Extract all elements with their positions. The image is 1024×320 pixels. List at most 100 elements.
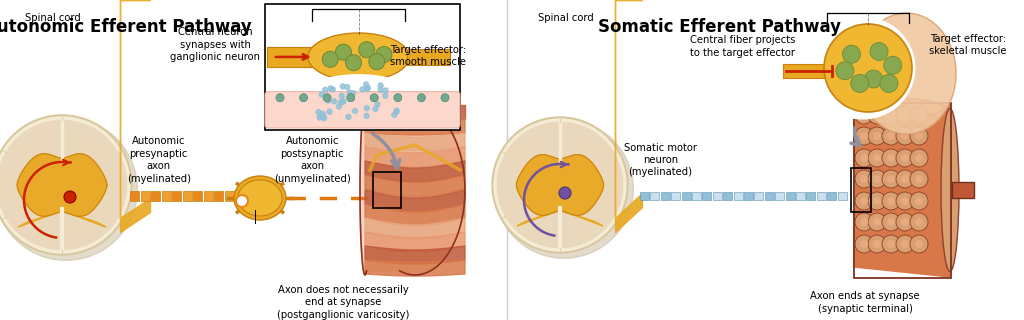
Circle shape [901,132,909,140]
Circle shape [915,175,923,183]
Polygon shape [365,246,465,264]
Polygon shape [365,161,465,182]
Bar [182,191,191,201]
Circle shape [880,74,898,92]
Bar [408,49,451,65]
Circle shape [317,115,323,120]
Circle shape [882,106,900,124]
Circle shape [887,154,895,162]
Text: Target effector:
smooth muscle: Target effector: smooth muscle [390,45,466,67]
Bar [796,192,805,200]
Text: Spinal cord: Spinal cord [26,12,81,23]
Circle shape [873,175,881,183]
Polygon shape [365,133,465,151]
Circle shape [868,149,886,167]
Circle shape [896,149,914,167]
Circle shape [896,127,914,145]
Bar [650,192,659,200]
Circle shape [337,104,342,109]
Circle shape [887,111,895,119]
Circle shape [364,82,369,87]
Bar [373,172,401,208]
Bar [785,192,795,200]
Text: Central neuron
synapses with
ganglionic neuron: Central neuron synapses with ganglionic … [170,28,260,62]
Circle shape [369,54,385,70]
Circle shape [338,100,343,105]
Circle shape [896,192,914,210]
Text: Axon does not necessarily
end at synapse
(postganglionic varicosity): Axon does not necessarily end at synapse… [276,285,410,320]
Circle shape [378,83,383,88]
Bar [130,191,139,201]
Circle shape [860,218,868,226]
Circle shape [915,197,923,205]
Circle shape [910,170,928,188]
Circle shape [371,96,376,101]
Circle shape [341,99,346,104]
Circle shape [441,94,449,102]
Polygon shape [365,232,465,252]
Bar [172,191,181,201]
Bar [660,192,670,200]
Circle shape [323,87,328,92]
Text: Axon ends at synapse
(synaptic terminal): Axon ends at synapse (synaptic terminal) [810,291,921,314]
Circle shape [910,127,928,145]
FancyBboxPatch shape [265,92,460,128]
Text: Central fiber projects
to the target effector: Central fiber projects to the target eff… [690,35,795,58]
Circle shape [383,93,388,98]
Circle shape [418,94,425,102]
Circle shape [843,45,860,63]
Circle shape [329,86,333,91]
Circle shape [318,113,324,118]
Circle shape [910,213,928,231]
Circle shape [855,170,873,188]
Polygon shape [365,260,465,276]
Circle shape [873,154,881,162]
Text: Target effector:
skeletal muscle: Target effector: skeletal muscle [929,34,1007,56]
Circle shape [327,109,332,114]
Ellipse shape [493,117,628,253]
Circle shape [359,87,365,92]
Bar [713,192,722,200]
Circle shape [339,93,344,99]
Polygon shape [360,105,465,275]
Text: Autonomic Efferent Pathway: Autonomic Efferent Pathway [0,18,252,36]
Circle shape [882,170,900,188]
Circle shape [884,56,902,74]
Bar [702,192,712,200]
Circle shape [323,51,338,67]
Circle shape [870,43,888,60]
Ellipse shape [0,120,127,250]
Circle shape [350,91,355,96]
Circle shape [326,98,331,103]
Polygon shape [17,211,62,227]
Circle shape [868,213,886,231]
Circle shape [915,218,923,226]
Circle shape [901,197,909,205]
Circle shape [331,87,335,92]
Circle shape [868,235,886,253]
Circle shape [345,84,349,90]
Circle shape [365,86,370,92]
Circle shape [873,218,881,226]
Ellipse shape [0,117,137,260]
Circle shape [860,154,868,162]
Circle shape [910,192,928,210]
Circle shape [860,240,868,248]
Circle shape [915,132,923,140]
Circle shape [896,106,914,124]
Circle shape [340,99,345,104]
Circle shape [371,94,378,102]
Circle shape [915,154,923,162]
Circle shape [860,111,868,119]
Circle shape [910,106,928,124]
Ellipse shape [308,33,410,81]
Circle shape [882,149,900,167]
Bar [733,192,742,200]
Circle shape [873,240,881,248]
Circle shape [882,235,900,253]
Polygon shape [62,211,106,227]
Polygon shape [365,175,465,197]
Circle shape [394,109,399,114]
Bar [267,47,322,67]
Polygon shape [516,155,603,215]
